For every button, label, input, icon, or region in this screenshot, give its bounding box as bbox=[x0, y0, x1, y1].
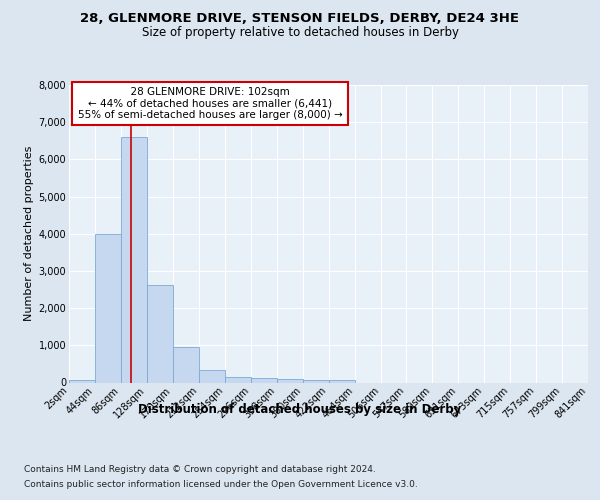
Text: 28 GLENMORE DRIVE: 102sqm  
← 44% of detached houses are smaller (6,441)
55% of : 28 GLENMORE DRIVE: 102sqm ← 44% of detac… bbox=[77, 87, 343, 120]
Bar bbox=[121, 137, 147, 382]
Bar bbox=[69, 380, 95, 382]
Bar bbox=[251, 378, 277, 382]
Bar bbox=[277, 379, 303, 382]
Bar bbox=[147, 285, 173, 382]
Y-axis label: Number of detached properties: Number of detached properties bbox=[25, 146, 34, 322]
Bar bbox=[199, 370, 225, 382]
Text: Distribution of detached houses by size in Derby: Distribution of detached houses by size … bbox=[139, 402, 461, 415]
Bar bbox=[303, 380, 329, 382]
Bar bbox=[95, 234, 121, 382]
Text: 28, GLENMORE DRIVE, STENSON FIELDS, DERBY, DE24 3HE: 28, GLENMORE DRIVE, STENSON FIELDS, DERB… bbox=[80, 12, 520, 26]
Bar bbox=[225, 378, 251, 382]
Bar bbox=[329, 380, 355, 382]
Bar bbox=[173, 347, 199, 382]
Text: Contains public sector information licensed under the Open Government Licence v3: Contains public sector information licen… bbox=[24, 480, 418, 489]
Text: Contains HM Land Registry data © Crown copyright and database right 2024.: Contains HM Land Registry data © Crown c… bbox=[24, 465, 376, 474]
Text: Size of property relative to detached houses in Derby: Size of property relative to detached ho… bbox=[142, 26, 458, 39]
